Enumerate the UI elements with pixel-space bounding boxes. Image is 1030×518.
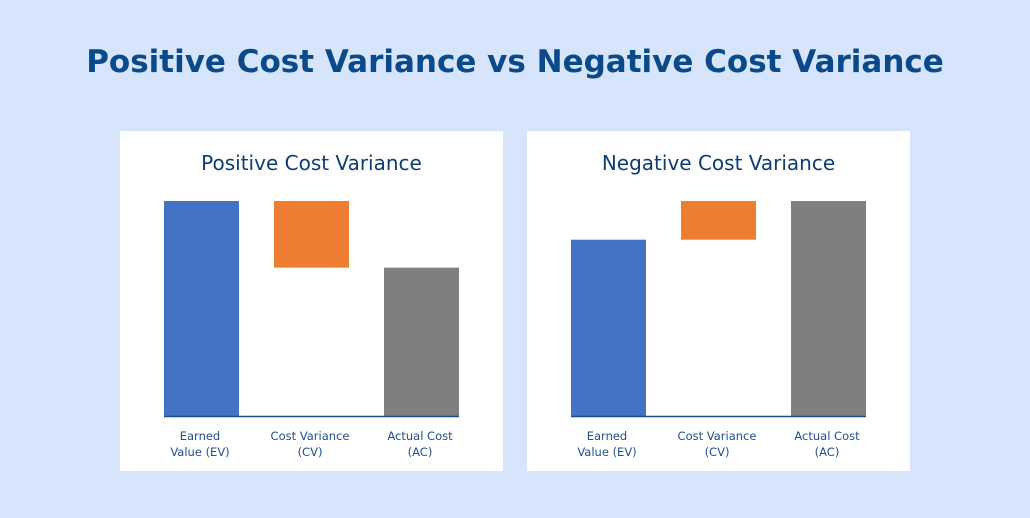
negative-cv-chart-panel: Negative Cost Variance Earned Value (EV) …	[527, 131, 910, 471]
bar-cv	[274, 201, 349, 268]
page-title: Positive Cost Variance vs Negative Cost …	[86, 44, 944, 80]
bar-ev	[571, 239, 646, 416]
chart-title: Positive Cost Variance	[201, 151, 422, 175]
bar-ac	[791, 201, 866, 416]
category-label-ev: Earned Value (EV)	[170, 429, 230, 459]
bar-ev	[164, 201, 239, 416]
bar-cv	[681, 201, 756, 240]
category-label-ac: Actual Cost (AC)	[387, 429, 453, 459]
positive-cv-chart-panel: Positive Cost Variance Earned Value (EV) …	[120, 131, 503, 471]
negative-cv-chart	[571, 201, 866, 418]
positive-cv-chart	[164, 201, 459, 418]
category-label-cv: Cost Variance (CV)	[270, 429, 350, 459]
bar-ac	[384, 267, 459, 416]
category-label-ac: Actual Cost (AC)	[794, 429, 860, 459]
category-label-ev: Earned Value (EV)	[577, 429, 637, 459]
chart-title: Negative Cost Variance	[601, 151, 836, 175]
category-label-cv: Cost Variance (CV)	[677, 429, 757, 459]
